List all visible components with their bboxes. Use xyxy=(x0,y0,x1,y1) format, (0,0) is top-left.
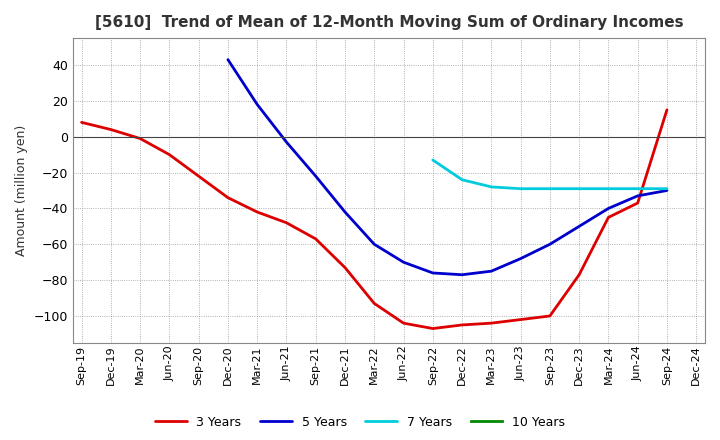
Legend: 3 Years, 5 Years, 7 Years, 10 Years: 3 Years, 5 Years, 7 Years, 10 Years xyxy=(150,411,570,434)
Y-axis label: Amount (million yen): Amount (million yen) xyxy=(15,125,28,256)
Title: [5610]  Trend of Mean of 12-Month Moving Sum of Ordinary Incomes: [5610] Trend of Mean of 12-Month Moving … xyxy=(94,15,683,30)
